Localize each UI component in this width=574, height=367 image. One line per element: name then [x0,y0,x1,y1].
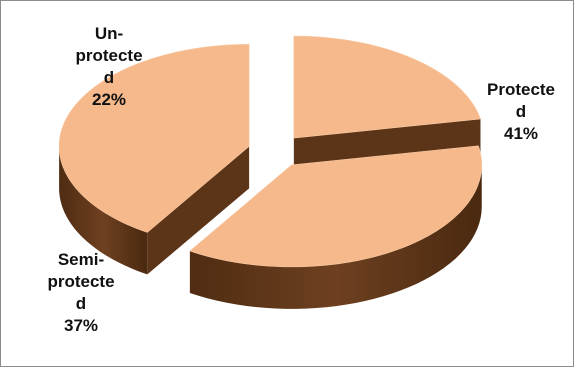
slice-top [293,35,481,139]
label-un-protected: Un- protecte d 22% [75,24,143,109]
slice-top [189,145,483,268]
label-semi-protected: Semi- protecte d 37% [47,250,115,335]
slice-rim [59,146,148,275]
pie-slice-semi-protected [189,145,483,309]
label-protected: Protecte d 41% [486,80,556,143]
slice-wall [147,146,250,275]
slice-rim [189,164,482,309]
pie-slice-protected [58,44,250,275]
slice-top [58,44,250,233]
